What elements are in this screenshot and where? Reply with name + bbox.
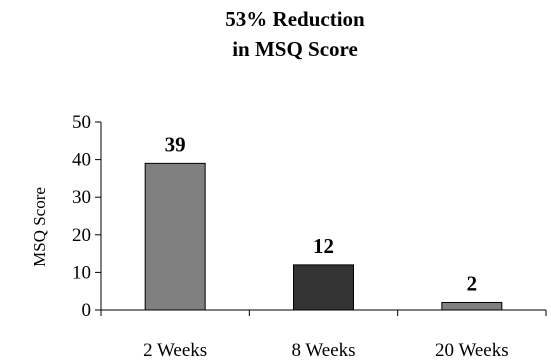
x-category-label: 8 Weeks xyxy=(291,340,355,361)
y-tick-label: 50 xyxy=(72,112,91,133)
y-tick-label: 30 xyxy=(72,187,91,208)
chart-title-line-1: 53% Reduction xyxy=(225,7,365,31)
x-category-label: 20 Weeks xyxy=(435,340,509,361)
chart-title-line-2: in MSQ Score xyxy=(232,37,358,61)
plot-area: 0 10 20 30 40 50 39 2 Weeks 12 8 Weeks 2 20 Weeks xyxy=(72,112,547,361)
y-tick-label: 10 xyxy=(72,262,91,283)
y-tick-label: 0 xyxy=(82,300,92,321)
bar-1 xyxy=(144,162,206,311)
y-tick-label: 20 xyxy=(72,225,91,246)
data-label: 2 xyxy=(467,271,478,295)
x-category-label: 2 Weeks xyxy=(143,340,207,361)
bar-3 xyxy=(441,301,503,311)
bar-2 xyxy=(293,264,354,311)
y-axis-label: MSQ Score xyxy=(30,187,49,267)
data-label: 12 xyxy=(313,234,334,258)
data-label: 39 xyxy=(165,132,186,156)
y-tick-label: 40 xyxy=(72,150,91,171)
